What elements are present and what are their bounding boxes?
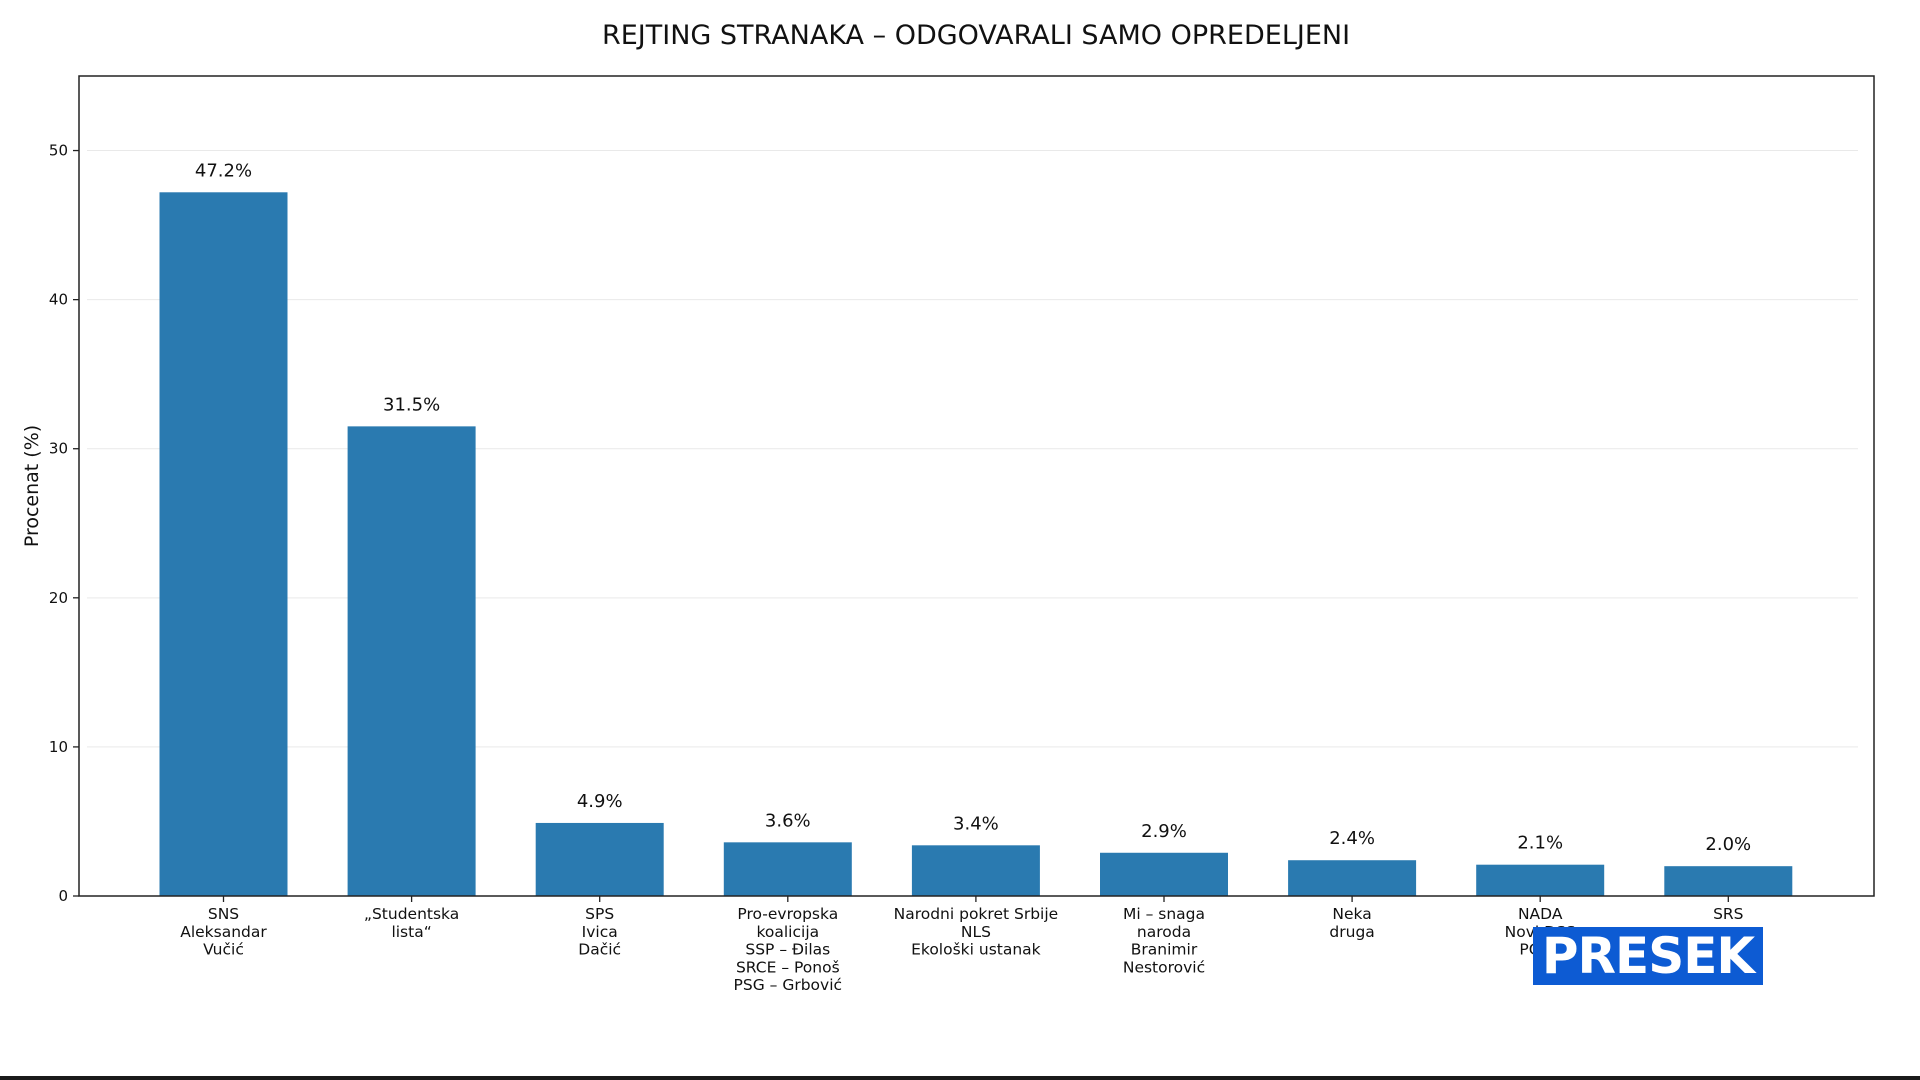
x-tick-label-line: naroda xyxy=(1137,923,1191,941)
x-tick-label-line: Mi – snaga xyxy=(1123,905,1205,923)
x-tick-label-line: koalicija xyxy=(756,923,819,941)
x-tick-label-line: SPS xyxy=(585,905,614,923)
bar xyxy=(723,842,852,896)
x-tick-label-line: Branimir xyxy=(1131,941,1198,959)
bar xyxy=(1100,852,1228,896)
bar-value-label: 4.9% xyxy=(577,791,623,812)
bar-value-label: 31.5% xyxy=(383,394,440,415)
bar xyxy=(1476,864,1605,896)
y-tick-label: 40 xyxy=(49,291,68,309)
bar-value-label: 2.1% xyxy=(1517,833,1563,854)
y-tick-label: 20 xyxy=(49,589,68,607)
x-tick-label: SPS Ivica Dačić xyxy=(578,905,621,959)
bar xyxy=(347,426,476,896)
x-tick-label-line: Neka xyxy=(1332,905,1371,923)
bars: 47.2% 31.5% 4.9% 3.6% 3.4% 2.9% 2.4% 2.1% 2.0% xyxy=(159,160,1793,897)
x-axis-categories: SNS Aleksandar Vučić „Studentska lista“ SPS Iv… xyxy=(180,896,1744,994)
x-tick-label: SNS Aleksandar Vučić xyxy=(180,905,267,959)
bar xyxy=(159,192,288,897)
bar-value-label: 2.4% xyxy=(1329,828,1375,849)
x-tick-label-line: druga xyxy=(1329,923,1374,941)
x-tick-label-line: Ivica xyxy=(582,923,618,941)
x-tick-label: Mi – snaga naroda Branimir Nestorović xyxy=(1123,905,1205,976)
bar xyxy=(535,822,664,896)
bottom-divider xyxy=(0,1076,1920,1080)
x-tick-label-line: „Studentska xyxy=(364,905,459,923)
x-tick-label-line: NLS xyxy=(961,923,991,941)
x-tick-label-line: lista“ xyxy=(391,923,431,941)
y-tick-label: 30 xyxy=(49,440,68,458)
x-tick-label-line: SSP – Đilas xyxy=(745,941,830,959)
bar-value-label: 3.4% xyxy=(953,813,999,834)
bar-value-label: 2.9% xyxy=(1141,821,1187,842)
y-tick-label: 10 xyxy=(49,738,68,756)
x-tick-label-line: Aleksandar xyxy=(180,923,267,941)
x-tick-label-line: Narodni pokret Srbije xyxy=(894,905,1059,923)
y-axis-ticks: 0 10 20 30 40 50 xyxy=(49,142,79,905)
bar xyxy=(1288,860,1417,896)
x-tick-label-line: SNS xyxy=(208,905,239,923)
x-tick-label-line: Ekološki ustanak xyxy=(911,941,1041,959)
logo-text: PRESEK xyxy=(1541,927,1755,985)
x-tick-label-line: SRS xyxy=(1713,905,1743,923)
x-tick-label: SRS xyxy=(1713,905,1743,923)
x-tick-label: „Studentska lista“ xyxy=(364,905,459,941)
bar-value-label: 3.6% xyxy=(765,810,811,831)
x-tick-label: Neka druga xyxy=(1329,905,1374,941)
x-tick-label-line: Pro-evropska xyxy=(737,905,838,923)
bar xyxy=(911,845,1040,896)
x-tick-label: Pro-evropska koalicija SSP – Đilas SRCE – P… xyxy=(734,905,843,994)
y-axis-label: Procenat (%) xyxy=(21,425,43,547)
bar-value-label: 47.2% xyxy=(195,160,252,181)
x-tick-label-line: SRCE – Ponoš xyxy=(736,958,840,976)
x-tick-label-line: Nestorović xyxy=(1123,958,1205,976)
x-tick-label-line: NADA xyxy=(1518,905,1563,923)
chart-title: REJTING STRANAKA – ODGOVARALI SAMO OPRED… xyxy=(602,20,1350,51)
x-tick-label: Narodni pokret Srbije NLS Ekološki ustanak xyxy=(894,905,1059,959)
presek-logo: PRESEK xyxy=(1533,927,1763,985)
y-tick-label: 50 xyxy=(49,142,68,160)
x-tick-label-line: PSG – Grbović xyxy=(734,976,843,994)
bar-value-label: 2.0% xyxy=(1705,834,1751,855)
bar xyxy=(1664,866,1793,896)
x-tick-label-line: Vučić xyxy=(203,941,244,959)
y-tick-label: 0 xyxy=(58,887,68,905)
x-tick-label-line: Dačić xyxy=(578,941,621,959)
